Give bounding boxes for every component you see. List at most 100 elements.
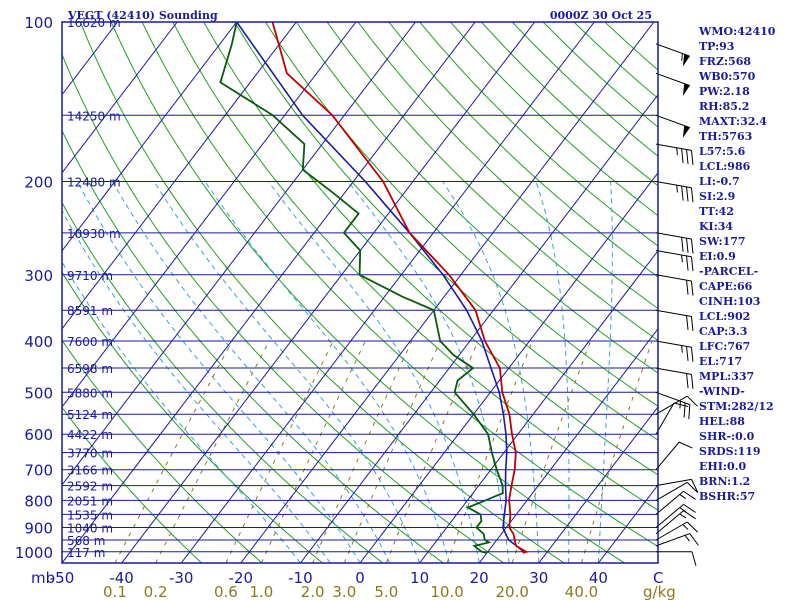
sounding-index: HEL:88 (699, 415, 745, 428)
wind-barb-half (682, 524, 689, 530)
temperature-tick-label: 30 (529, 569, 548, 587)
pressure-tick-label: 700 (24, 462, 53, 480)
sounding-index: TP:93 (699, 40, 734, 53)
wind-barb (655, 478, 699, 493)
mixing-ratio-line (114, 340, 233, 563)
wind-barb-staff (655, 274, 692, 282)
mixing-ratio-tick-label: 2.0 (301, 583, 325, 600)
height-label: 7600 m (67, 335, 113, 349)
parcel-trace (236, 22, 525, 553)
wind-barb-full (673, 402, 689, 408)
isotherm (62, 22, 178, 174)
temperature-tick-label: -40 (109, 569, 134, 587)
height-label: 9710 m (67, 269, 113, 283)
mixing-ratio-unit-label: g/kg (643, 583, 676, 600)
mixing-ratio-tick-label: 0.1 (103, 583, 127, 600)
sounding-index: FRZ:568 (699, 55, 751, 68)
wind-barb-staff (655, 490, 684, 515)
moist-adiabat (597, 181, 613, 563)
wind-barb (655, 533, 699, 547)
temperature-unit-label: C (653, 569, 663, 587)
height-label: 12480 m (67, 175, 121, 189)
temperature-tick-label: 20 (470, 569, 489, 587)
temperature-tick-label: -50 (50, 569, 75, 587)
wind-barb-full (688, 404, 691, 420)
moist-adiabat (62, 260, 301, 563)
height-label: 5124 m (67, 408, 113, 422)
sounding-index: STM:282/12 (699, 400, 774, 413)
wind-barb (656, 551, 697, 566)
pressure-tick-labels: 100 200 300 400 500 600 700 800 900 1000 (15, 14, 53, 562)
dry-adiabat (110, 22, 625, 563)
dry-adiabat (62, 339, 263, 563)
sounding-index: TT:42 (699, 205, 734, 218)
sounding-index: SRDS:119 (699, 445, 761, 458)
mixing-ratio-line (260, 340, 366, 563)
sounding-index: -PARCEL- (699, 265, 758, 278)
wind-barb-full (690, 316, 694, 331)
wind-barb-staff (655, 478, 692, 487)
sounding-index: BSHR:57 (699, 490, 755, 503)
moist-adiabat-grid (62, 181, 613, 563)
wind-barb (655, 391, 691, 420)
sounding-index: BRN:1.2 (699, 475, 750, 488)
wind-barb-staff (655, 143, 692, 151)
wind-barb-full (683, 402, 686, 418)
wind-barb-full (686, 482, 698, 493)
dry-adiabat (326, 22, 658, 342)
wind-barb (655, 340, 694, 362)
sounding-index: MPL:337 (699, 370, 754, 383)
pressure-tick-label: 800 (24, 492, 53, 510)
wind-barb-full (690, 150, 694, 165)
wind-barb-staff (655, 510, 684, 535)
wind-barb-half (679, 401, 681, 409)
isotherm (359, 171, 658, 563)
isotherm (419, 249, 658, 563)
wind-barb-full (690, 347, 694, 362)
temperature-tick-labels: -50 -40 -30 -20 -10 0 10 20 30 40 (50, 569, 608, 587)
wind-barb-staff (655, 114, 690, 129)
wind-barb-full (686, 255, 689, 271)
mixing-ratio-tick-label: 0.6 (214, 583, 238, 600)
sounding-index: EHI:0.0 (699, 460, 746, 473)
isotherm (62, 22, 238, 252)
wind-barb-staff (655, 481, 688, 501)
wind-barb (655, 43, 690, 67)
dry-adiabat (419, 22, 658, 247)
wind-barb (655, 503, 696, 528)
mixing-ratio-tick-label: 1.0 (249, 583, 273, 600)
moist-adiabat (204, 181, 450, 563)
sounding-index: CAP:3.3 (699, 325, 747, 338)
pressure-tick-label: 600 (24, 426, 53, 444)
moist-adiabat (62, 209, 331, 563)
wind-barb-full (683, 490, 696, 500)
dry-adiabat (172, 22, 658, 511)
isotherm (62, 22, 416, 486)
profiles (219, 22, 529, 554)
isotherm (538, 406, 658, 563)
wind-barb (655, 367, 694, 389)
sounding-index: WMO:42410 (698, 25, 776, 38)
wind-barb-full (690, 256, 694, 272)
height-label: 3166 m (67, 464, 113, 478)
sounding-index: CINH:103 (699, 295, 760, 308)
wind-barb-staff (655, 367, 692, 375)
dry-adiabat (62, 129, 444, 563)
temperature-tick-label: 40 (589, 569, 608, 587)
dry-adiabat (62, 201, 384, 563)
height-label: 2592 m (67, 480, 113, 494)
wind-barb-pennant (682, 125, 690, 138)
wind-barb-half (676, 147, 678, 156)
wind-barb-staff (655, 395, 688, 415)
station-title: VEGT (42410) Sounding (67, 9, 218, 22)
sounding-index: CAPE:66 (699, 280, 753, 293)
dry-adiabat (264, 22, 658, 407)
height-label: 14250 m (67, 109, 121, 123)
wind-barb-staff (655, 72, 690, 87)
wind-barb-staff (655, 232, 692, 240)
sounding-index: SW:177 (699, 235, 746, 248)
moist-adiabat (153, 181, 421, 563)
wind-barb-half (679, 494, 687, 499)
mixing-ratio-tick-labels: 0.1 0.2 0.6 1.0 2.0 3.0 5.0 10.0 20.0 40.0 (103, 583, 598, 600)
sounding-index: LCL:986 (699, 160, 751, 173)
